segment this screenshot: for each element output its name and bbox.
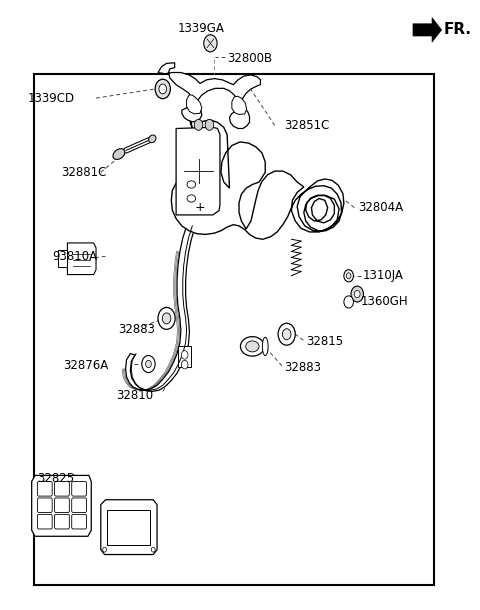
Text: 32815: 32815	[306, 335, 343, 348]
Circle shape	[158, 307, 175, 329]
Circle shape	[344, 270, 353, 282]
Circle shape	[194, 120, 203, 131]
Text: 32883: 32883	[284, 361, 321, 373]
Circle shape	[103, 547, 107, 552]
Circle shape	[344, 296, 353, 308]
Text: 1339GA: 1339GA	[178, 21, 224, 35]
Polygon shape	[158, 63, 261, 129]
FancyBboxPatch shape	[55, 481, 69, 496]
Ellipse shape	[149, 135, 156, 143]
FancyBboxPatch shape	[55, 498, 69, 512]
Ellipse shape	[187, 195, 196, 202]
Text: 1360GH: 1360GH	[360, 295, 408, 309]
Ellipse shape	[240, 337, 264, 356]
Ellipse shape	[263, 337, 268, 356]
Text: 93810A: 93810A	[52, 250, 97, 263]
Circle shape	[159, 84, 167, 94]
Text: 32800B: 32800B	[227, 52, 272, 65]
Bar	[34, 74, 434, 585]
FancyBboxPatch shape	[72, 514, 86, 529]
Ellipse shape	[113, 149, 125, 159]
Polygon shape	[32, 475, 91, 536]
Circle shape	[162, 313, 171, 324]
Text: 32876A: 32876A	[63, 359, 108, 372]
Text: 32804A: 32804A	[358, 201, 403, 214]
Text: 32825: 32825	[37, 472, 74, 485]
Circle shape	[181, 361, 188, 369]
Circle shape	[155, 79, 170, 99]
Polygon shape	[176, 127, 220, 215]
Polygon shape	[67, 243, 96, 274]
Polygon shape	[413, 18, 442, 42]
Text: +: +	[194, 201, 205, 214]
Text: 32810: 32810	[116, 389, 153, 401]
Text: 32883: 32883	[118, 323, 155, 336]
FancyBboxPatch shape	[37, 481, 52, 496]
FancyBboxPatch shape	[37, 498, 52, 512]
Circle shape	[351, 286, 363, 302]
Text: 32851C: 32851C	[284, 119, 330, 132]
Text: 1310JA: 1310JA	[363, 269, 404, 282]
FancyBboxPatch shape	[37, 514, 52, 529]
Circle shape	[145, 361, 151, 368]
Polygon shape	[171, 113, 344, 239]
Bar	[107, 510, 150, 545]
Polygon shape	[232, 96, 247, 115]
Circle shape	[181, 351, 188, 359]
FancyBboxPatch shape	[72, 498, 86, 512]
Polygon shape	[187, 95, 202, 114]
Bar	[178, 346, 192, 367]
Ellipse shape	[187, 181, 196, 188]
Ellipse shape	[246, 341, 259, 352]
Circle shape	[354, 290, 360, 298]
FancyBboxPatch shape	[55, 514, 69, 529]
FancyBboxPatch shape	[72, 481, 86, 496]
Polygon shape	[58, 250, 67, 267]
Circle shape	[151, 547, 155, 552]
Text: 1339CD: 1339CD	[27, 92, 74, 104]
Circle shape	[278, 323, 295, 345]
Circle shape	[346, 273, 351, 279]
Text: 32881C: 32881C	[61, 166, 107, 179]
Text: FR.: FR.	[444, 23, 472, 37]
Circle shape	[205, 120, 214, 131]
Polygon shape	[126, 226, 195, 392]
Circle shape	[142, 356, 155, 373]
Polygon shape	[101, 500, 157, 554]
Circle shape	[204, 35, 217, 52]
Circle shape	[282, 329, 291, 340]
